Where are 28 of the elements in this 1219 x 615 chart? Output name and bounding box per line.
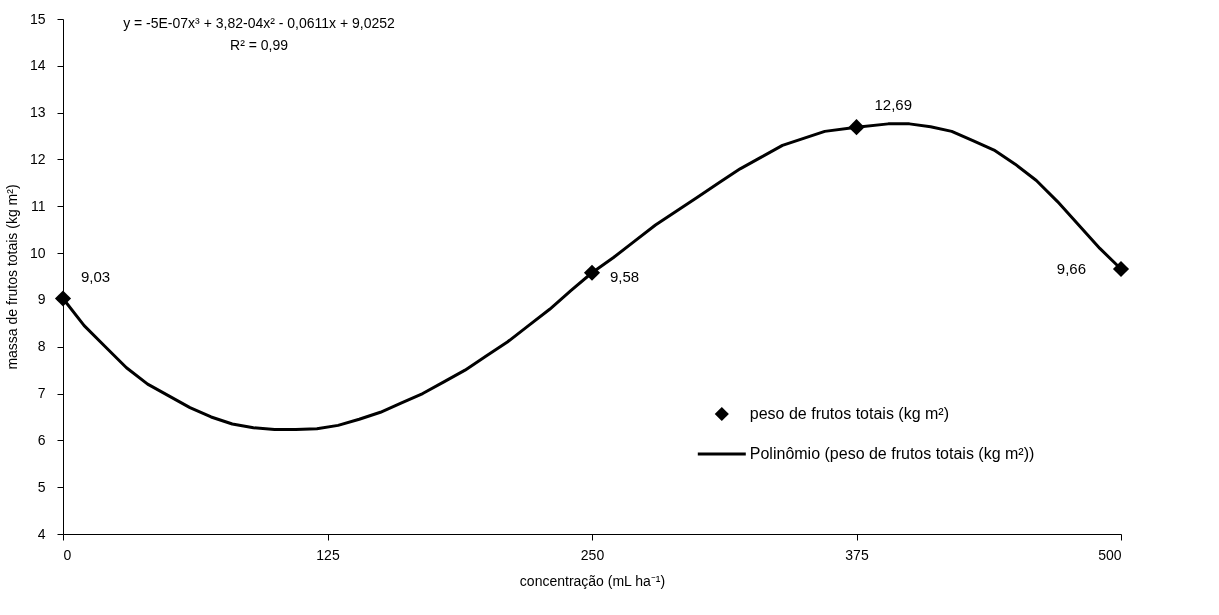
x-tick-label: 375 xyxy=(845,546,869,563)
y-tick-label: 7 xyxy=(37,385,46,402)
data-label: 12,69 xyxy=(874,96,913,114)
y-tick-label: 9 xyxy=(37,291,46,308)
y-tick-label: 14 xyxy=(29,57,46,74)
y-tick-label: 5 xyxy=(37,478,46,495)
x-axis-title: concentração (mL ha⁻¹) xyxy=(519,572,666,589)
legend-label: Polinômio (peso de frutos totais (kg m²)) xyxy=(749,445,1035,462)
y-tick-label: 4 xyxy=(37,525,46,542)
y-tick-label: 15 xyxy=(29,10,46,27)
annotation: R² = 0,99 xyxy=(230,37,289,53)
annotation: y = -5E-07x³ + 3,82-04x² - 0,0611x + 9,0252 xyxy=(123,15,396,31)
point xyxy=(1112,260,1130,278)
x-tick-label: 0 xyxy=(63,546,72,563)
x-tick-label: 500 xyxy=(1098,546,1122,563)
data-label: 9,66 xyxy=(1056,260,1086,278)
y-tick-label: 8 xyxy=(37,338,46,355)
x-tick-label: 250 xyxy=(580,546,605,563)
data-label: 9,58 xyxy=(610,267,640,285)
y-tick-label: 6 xyxy=(37,431,46,448)
y-tick-label: 11 xyxy=(30,197,46,214)
y-tick-label: 12 xyxy=(29,150,46,167)
x-tick-label: 125 xyxy=(316,546,340,563)
y-axis-title: massa de frutos totais (kg m²) xyxy=(3,184,20,370)
y-tick-label: 13 xyxy=(29,104,46,121)
data-label: 9,03 xyxy=(81,267,111,285)
y-tick-label: 10 xyxy=(29,244,46,261)
legend-label: peso de frutos totais (kg m²) xyxy=(749,405,949,422)
